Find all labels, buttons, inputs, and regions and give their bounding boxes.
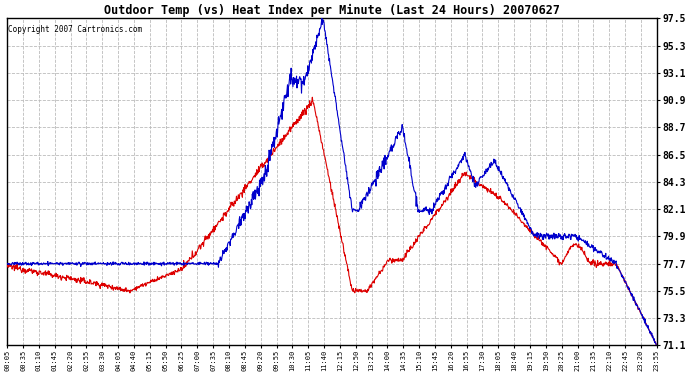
Title: Outdoor Temp (vs) Heat Index per Minute (Last 24 Hours) 20070627: Outdoor Temp (vs) Heat Index per Minute … bbox=[104, 4, 560, 17]
Text: Copyright 2007 Cartronics.com: Copyright 2007 Cartronics.com bbox=[8, 25, 142, 34]
